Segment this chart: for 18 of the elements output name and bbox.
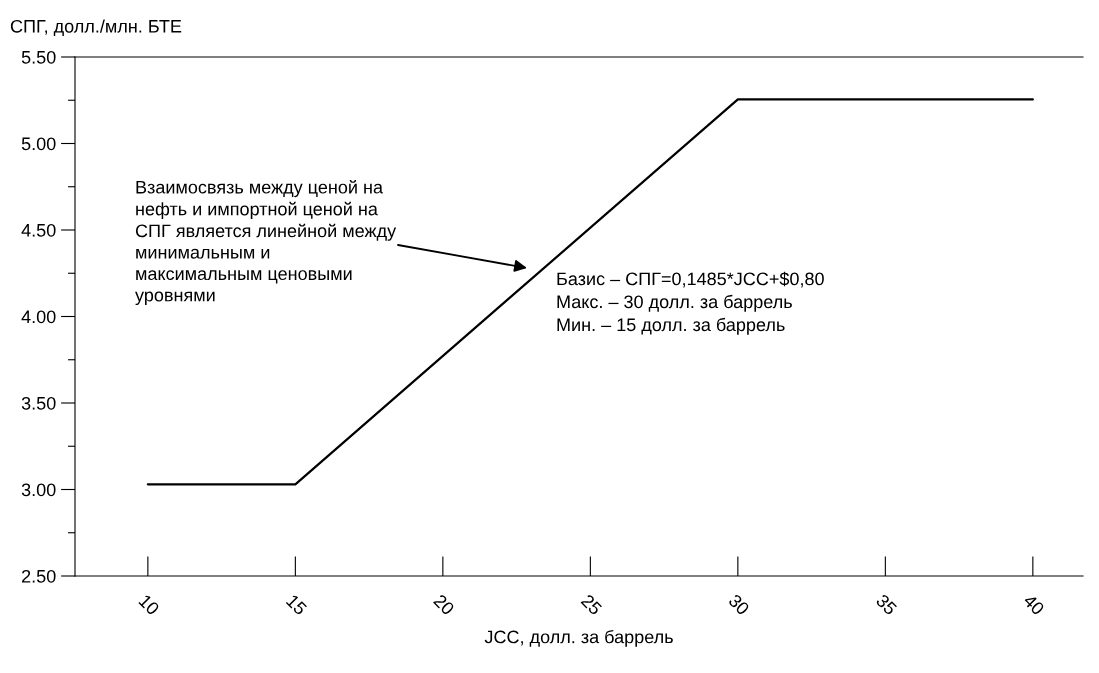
y-tick-label: 3.50 [21,396,56,410]
x-tick-label: 25 [580,593,603,616]
x-tick-label: 35 [875,593,898,616]
y-tick-label: 3.00 [21,483,56,497]
y-axis-title: СПГ, долл./млн. БТЕ [10,19,182,37]
y-tick-label: 5.00 [21,137,56,151]
x-tick-label: 30 [727,593,751,616]
x-axis-title: JCC, долл. за баррель [484,629,673,647]
x-tick-label: 40 [1022,593,1046,616]
x-tick-label: 10 [138,593,161,616]
y-tick-label: 2.50 [22,569,56,583]
annotation: Взаимосвязь между ценой на нефть и импортной ценой на СПГ является линейной между минимальным и максимальным ценовыми уровнями [135,180,397,306]
y-tick-label: 4.00 [21,310,56,324]
y-tick-label: 4.50 [21,223,56,237]
x-tick-label: 20 [432,593,456,616]
annotation: Базис – СПГ=0,1485*JCC+$0,80 Макс. – 30 долл. за баррель Мин. – 15 долл. за баррель [557,271,824,335]
x-tick-label: 15 [285,594,308,616]
y-tick-label: 5.50 [21,50,56,64]
